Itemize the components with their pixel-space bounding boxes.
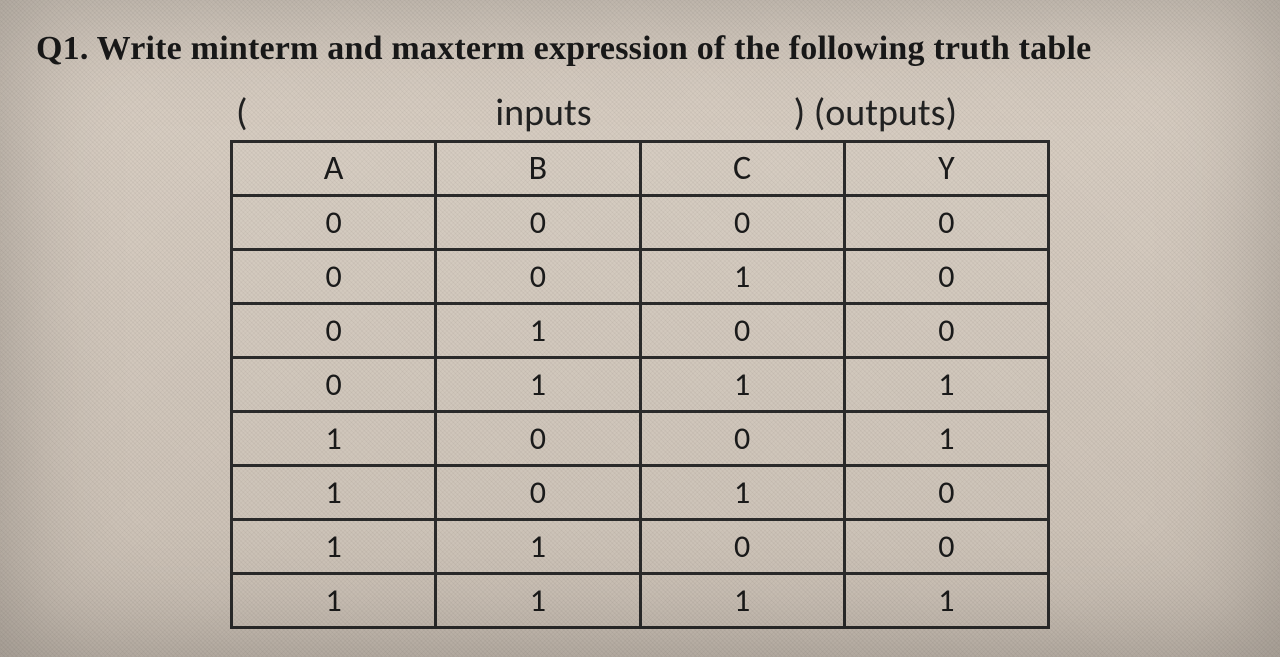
table-row: 1 0 0 1 (232, 412, 1049, 466)
cell: 1 (232, 520, 436, 574)
cell: 0 (640, 520, 844, 574)
question-text: Write minterm and maxterm expression of … (97, 30, 1092, 67)
cell: 0 (436, 466, 640, 520)
truth-table: A B C Y 0 0 0 0 0 0 1 0 (230, 140, 1050, 629)
cell: 1 (640, 466, 844, 520)
cell: 1 (436, 520, 640, 574)
table-header-row: A B C Y (232, 142, 1049, 196)
table-row: 0 1 0 0 (232, 304, 1049, 358)
table-row: 0 1 1 1 (232, 358, 1049, 412)
col-header-C: C (640, 142, 844, 196)
table-row: 0 0 1 0 (232, 250, 1049, 304)
cell: 0 (844, 250, 1048, 304)
cell: 0 (844, 520, 1048, 574)
cell: 1 (436, 358, 640, 412)
table-top-labels: ( inputs ) (outputs) (230, 90, 1050, 136)
cell: 0 (232, 250, 436, 304)
page-root: Q1. Write minterm and maxterm expression… (0, 0, 1280, 657)
col-header-Y: Y (844, 142, 1048, 196)
cell: 1 (232, 466, 436, 520)
cell: 0 (640, 196, 844, 250)
table-row: 1 0 1 0 (232, 466, 1049, 520)
table-row: 0 0 0 0 (232, 196, 1049, 250)
cell: 0 (640, 304, 844, 358)
cell: 0 (844, 304, 1048, 358)
cell: 1 (844, 574, 1048, 628)
cell: 1 (232, 574, 436, 628)
cell: 1 (640, 250, 844, 304)
truth-table-container: ( inputs ) (outputs) A B C Y 0 0 (230, 90, 1050, 629)
cell: 0 (844, 466, 1048, 520)
cell: 0 (232, 358, 436, 412)
label-outputs: ) (outputs) (794, 90, 1056, 136)
label-inputs: inputs (441, 90, 646, 136)
cell: 1 (640, 358, 844, 412)
cell: 1 (844, 412, 1048, 466)
cell: 1 (436, 304, 640, 358)
cell: 0 (232, 196, 436, 250)
table-row: 1 1 1 1 (232, 574, 1049, 628)
cell: 1 (436, 574, 640, 628)
cell: 0 (232, 304, 436, 358)
table-row: 1 1 0 0 (232, 520, 1049, 574)
cell: 0 (436, 412, 640, 466)
col-header-B: B (436, 142, 640, 196)
label-left-paren: ( (230, 90, 441, 136)
cell: 1 (844, 358, 1048, 412)
cell: 1 (232, 412, 436, 466)
cell: 1 (640, 574, 844, 628)
cell: 0 (844, 196, 1048, 250)
cell: 0 (436, 250, 640, 304)
col-header-A: A (232, 142, 436, 196)
cell: 0 (436, 196, 640, 250)
label-spacer (646, 90, 794, 136)
question-heading: Q1. Write minterm and maxterm expression… (36, 30, 1244, 68)
cell: 0 (640, 412, 844, 466)
question-label: Q1. (36, 30, 89, 67)
